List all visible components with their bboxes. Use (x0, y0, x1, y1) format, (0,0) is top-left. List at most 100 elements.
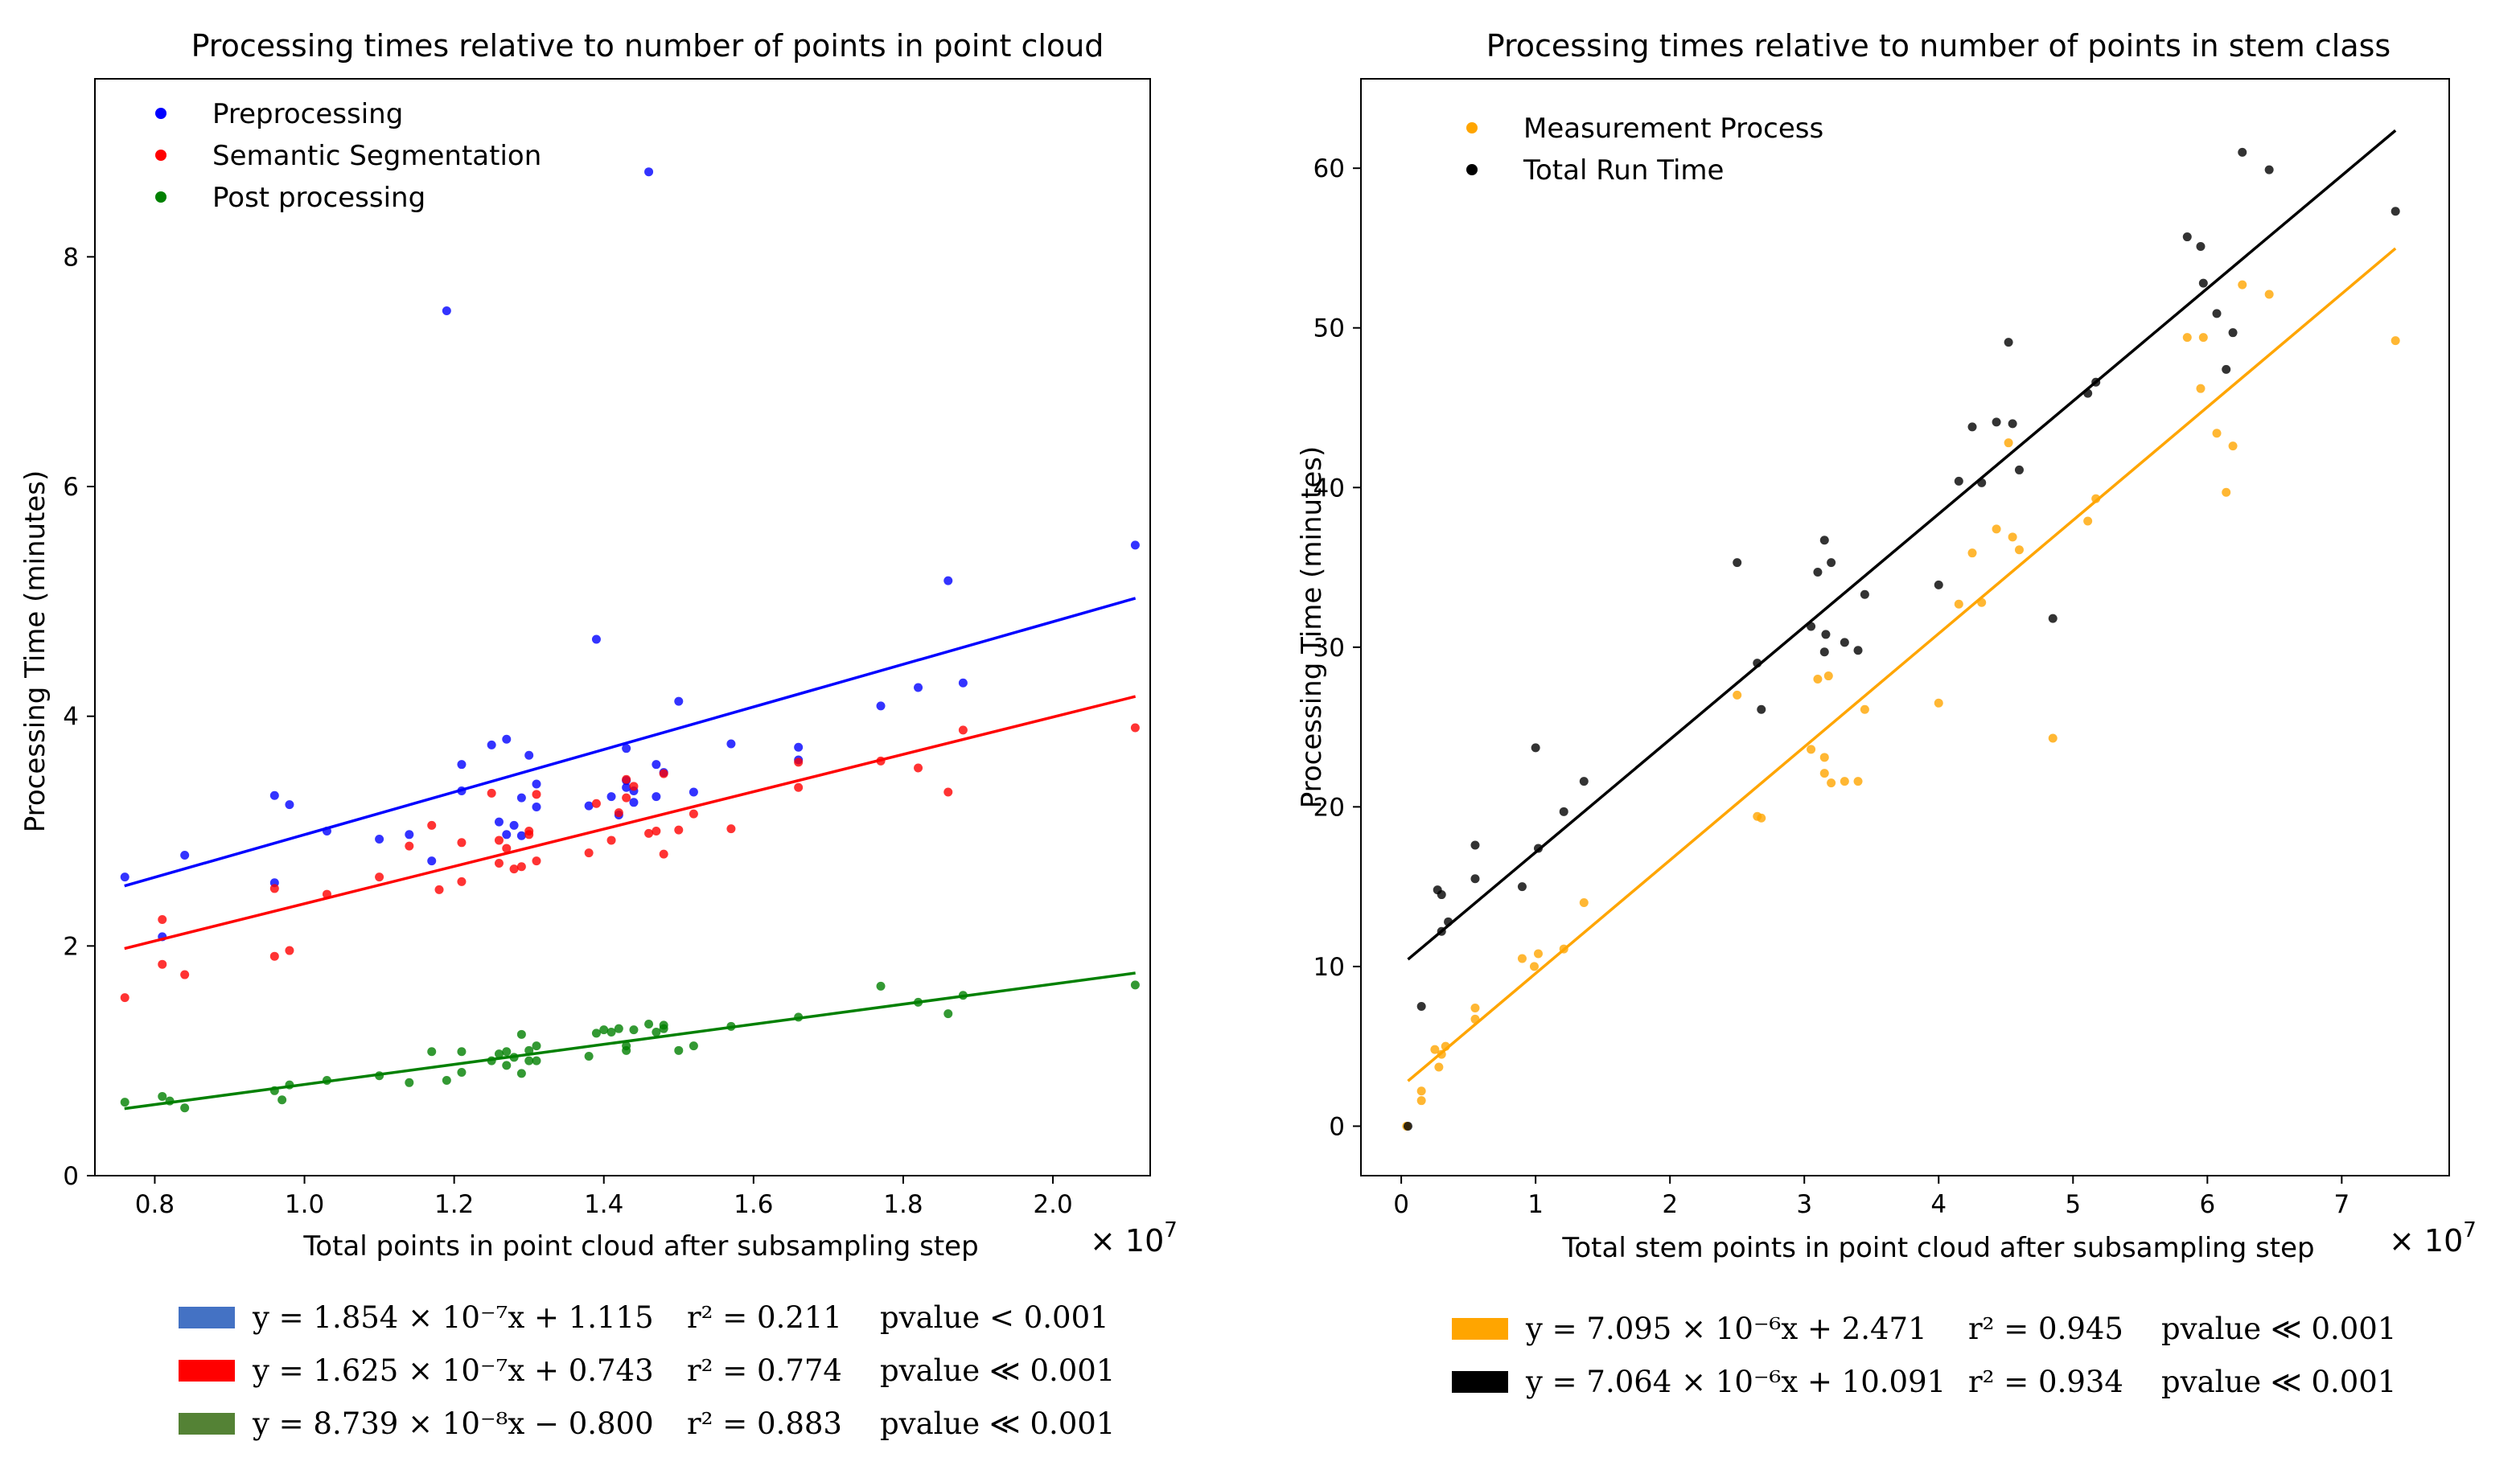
plot-area: 0 1 2 3 4 5 6 7 0 10 20 30 40 50 60 Measurement Process… (1313, 78, 2450, 1219)
equation-formula: y = 1.854 × 10⁻⁷x + 1.115 (253, 1300, 654, 1335)
data-point (1437, 890, 1446, 900)
data-point (158, 959, 167, 969)
data-point (876, 981, 886, 991)
data-point (2212, 309, 2222, 318)
data-point (524, 1056, 534, 1065)
data-point (457, 1047, 467, 1057)
data-point (457, 1067, 467, 1077)
x-tick-label: 6 (2199, 1190, 2215, 1219)
equation-row: y = 7.064 × 10⁻⁶x + 10.091 r² = 0.934 pv… (1452, 1363, 2396, 1400)
equation-swatch (1452, 1317, 1508, 1340)
data-point (652, 1027, 661, 1037)
data-point (1757, 704, 1766, 714)
data-point (442, 306, 451, 316)
data-point (644, 167, 654, 177)
data-point (2222, 487, 2231, 497)
data-point (405, 841, 414, 851)
data-point (1992, 524, 2001, 534)
data-point (1934, 580, 1943, 589)
legend-label: Post processing (212, 182, 425, 214)
data-point (674, 825, 684, 835)
data-point (494, 817, 504, 827)
legend-label: Total Run Time (1523, 154, 1724, 187)
data-point (622, 774, 631, 784)
legend-label: Preprocessing (212, 98, 403, 130)
data-point (659, 769, 668, 778)
data-point (1579, 777, 1589, 786)
data-point (427, 1047, 437, 1057)
equation-pvalue: pvalue ≪ 0.001 (2161, 1364, 2397, 1399)
x-axis-multiplier: × 107 (1090, 1218, 1178, 1258)
data-point (532, 1041, 541, 1051)
x-tick-label: 2.0 (1033, 1190, 1072, 1219)
legend-marker (155, 150, 166, 161)
data-point (1416, 1002, 1426, 1012)
equation-row: y = 1.854 × 10⁻⁷x + 1.115 r² = 0.211 pva… (179, 1299, 1109, 1336)
data-point (1853, 646, 1863, 655)
y-tick-label: 0 (1329, 1112, 1345, 1141)
equation-swatch (179, 1306, 235, 1328)
data-point (516, 1069, 526, 1078)
data-point (1130, 980, 1140, 990)
fit-line (124, 597, 1137, 888)
data-point (442, 1075, 451, 1085)
data-point (622, 744, 631, 753)
y-tick-label: 6 (63, 473, 79, 502)
data-point (606, 792, 616, 802)
data-point (502, 734, 512, 744)
data-point (180, 970, 190, 979)
data-point (614, 808, 623, 818)
data-point (502, 1061, 512, 1070)
data-point (405, 830, 414, 840)
data-point (606, 1027, 616, 1037)
data-point (1954, 476, 1963, 486)
x-tick-label: 1.6 (734, 1190, 773, 1219)
data-point (794, 742, 804, 752)
data-point (502, 844, 512, 853)
legend-marker (1466, 122, 1478, 133)
data-point (689, 809, 698, 819)
data-point (876, 701, 886, 711)
y-tick-label: 10 (1313, 953, 1345, 982)
data-point (659, 849, 668, 859)
data-point (584, 801, 594, 811)
data-point (2264, 165, 2274, 174)
x-tick-label: 5 (2065, 1190, 2081, 1219)
data-point (2182, 232, 2192, 242)
x-tick-label: 0 (1393, 1190, 1409, 1219)
data-point (629, 782, 639, 791)
data-point (375, 872, 384, 882)
equation-row: y = 1.625 × 10⁻⁷x + 0.743 r² = 0.774 pva… (179, 1352, 1115, 1389)
data-point (2083, 516, 2093, 526)
x-tick-label: 2 (1662, 1190, 1678, 1219)
y-tick-label: 4 (63, 703, 79, 732)
data-point (1559, 807, 1568, 816)
data-point (1733, 558, 1742, 568)
equation-pvalue: pvalue ≪ 0.001 (880, 1353, 1116, 1388)
data-point (1434, 1062, 1444, 1072)
data-point (2014, 545, 2024, 555)
data-point (943, 787, 953, 797)
data-point (629, 798, 639, 807)
y-tick-label: 0 (63, 1162, 79, 1191)
equation-r2: r² = 0.934 (1968, 1364, 2123, 1399)
data-point (524, 750, 534, 760)
y-tick-label: 40 (1313, 474, 1345, 503)
equation-r2: r² = 0.774 (687, 1353, 842, 1388)
data-point (652, 827, 661, 836)
y-tick-label: 8 (63, 243, 79, 272)
data-point (1819, 647, 1829, 657)
data-point (2198, 333, 2208, 343)
fit-line (124, 971, 1136, 1111)
x-tick-label: 4 (1930, 1190, 1947, 1219)
legend-label: Semantic Segmentation (212, 140, 541, 172)
equation-r2: r² = 0.211 (687, 1300, 842, 1335)
data-point (1853, 777, 1863, 786)
data-point (652, 760, 661, 770)
fit-line (1407, 129, 2397, 961)
data-point (1579, 897, 1589, 907)
data-point (2238, 280, 2247, 289)
data-point (1416, 1096, 1426, 1106)
data-point (1470, 840, 1480, 850)
